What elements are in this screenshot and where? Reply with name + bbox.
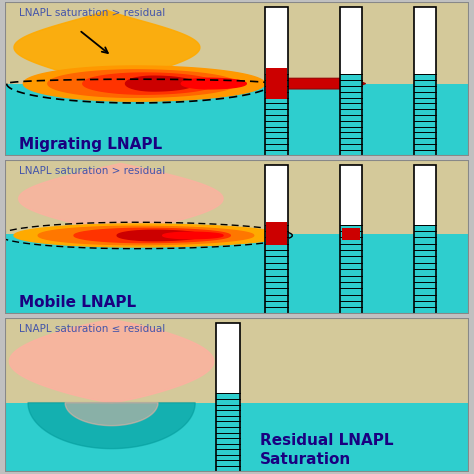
Text: LNAPL saturation ≤ residual: LNAPL saturation ≤ residual [18, 324, 165, 334]
Bar [340, 225, 362, 314]
Bar [414, 165, 436, 314]
Polygon shape [38, 226, 254, 245]
Bar [414, 7, 436, 155]
Bar [340, 7, 362, 155]
Text: Mobile LNAPL: Mobile LNAPL [18, 295, 136, 310]
Polygon shape [163, 232, 223, 239]
Polygon shape [83, 73, 216, 94]
Bar [5, 403, 469, 472]
Bar [340, 165, 362, 314]
Polygon shape [9, 320, 214, 403]
Text: LNAPL saturation > residual: LNAPL saturation > residual [18, 8, 165, 18]
Bar [265, 225, 288, 314]
Polygon shape [117, 230, 202, 241]
Bar [5, 234, 469, 314]
Bar [414, 225, 436, 314]
Bar [340, 7, 362, 155]
Text: Residual LNAPL
Saturation: Residual LNAPL Saturation [260, 433, 394, 467]
Polygon shape [14, 10, 200, 83]
FancyArrow shape [287, 76, 365, 91]
Polygon shape [181, 78, 246, 89]
Bar [414, 165, 436, 314]
Text: Migrating LNAPL: Migrating LNAPL [18, 137, 162, 153]
Polygon shape [74, 228, 230, 243]
Polygon shape [18, 164, 223, 234]
Bar [340, 74, 362, 155]
Bar [266, 222, 287, 246]
Bar [266, 68, 287, 99]
Bar [265, 74, 288, 155]
Polygon shape [65, 403, 158, 426]
Bar [341, 228, 360, 240]
Polygon shape [48, 70, 236, 97]
Bar [414, 74, 436, 155]
Bar [5, 83, 469, 155]
Polygon shape [23, 66, 265, 101]
Bar [414, 7, 436, 155]
Bar [265, 165, 288, 314]
Bar [265, 7, 288, 155]
Bar [265, 7, 288, 155]
Bar [340, 165, 362, 314]
Text: LNAPL saturation > residual: LNAPL saturation > residual [18, 166, 165, 176]
Bar [216, 323, 240, 472]
Polygon shape [28, 402, 195, 448]
Bar [265, 165, 288, 314]
Polygon shape [14, 224, 283, 247]
Polygon shape [126, 76, 195, 91]
Bar [216, 393, 240, 472]
Bar [216, 323, 240, 472]
